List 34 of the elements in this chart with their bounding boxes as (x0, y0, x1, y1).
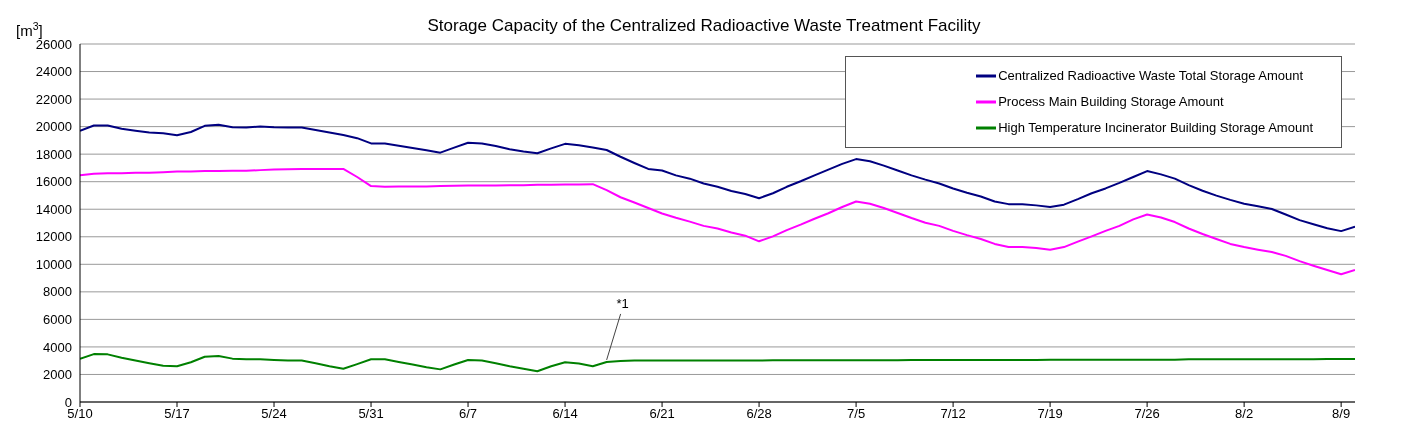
x-tick-label: 8/2 (1235, 406, 1254, 422)
x-tick-label: 7/19 (1037, 406, 1063, 422)
x-tick-label: 7/12 (940, 406, 966, 422)
y-tick-label: 2000 (43, 367, 72, 383)
x-tick-label: 6/28 (746, 406, 772, 422)
x-tick-label: 6/7 (459, 406, 478, 422)
y-tick-label: 24000 (35, 64, 72, 80)
legend-label: Process Main Building Storage Amount (998, 93, 1224, 111)
y-tick-label: 12000 (35, 229, 72, 245)
legend-label: Centralized Radioactive Waste Total Storage Amount (998, 67, 1304, 85)
y-tick-label: 20000 (35, 119, 72, 135)
x-tick-label: 7/26 (1134, 406, 1160, 422)
x-tick-label: 6/21 (649, 406, 675, 422)
y-tick-label: 4000 (43, 339, 72, 355)
annotation: *1 (616, 295, 629, 311)
y-tick-label: 8000 (43, 284, 72, 300)
x-tick-label: 5/17 (164, 406, 190, 422)
chart-title: Storage Capacity of the Centralized Radioactive Waste Treatment Facility (427, 16, 981, 35)
y-tick-label: 22000 (35, 91, 72, 107)
y-tick-label: 16000 (35, 174, 72, 190)
y-axis-title: [m$^{3}$] (16, 20, 43, 39)
x-tick-label: 5/31 (358, 406, 384, 422)
legend-label: High Temperature Incinerator Building Storage Amount (998, 119, 1313, 137)
y-tick-label: 10000 (35, 256, 72, 272)
x-tick-label: 8/9 (1332, 406, 1351, 422)
y-tick-label: 6000 (43, 312, 72, 327)
x-tick-label: 6/14 (552, 406, 578, 422)
line-series (80, 167, 1355, 276)
line-series (80, 353, 1355, 373)
y-tick-label: 18000 (35, 146, 72, 162)
y-tick-label: 14000 (35, 201, 72, 217)
line-series (80, 123, 1355, 233)
x-tick-label: 5/24 (261, 406, 287, 422)
x-tick-label: 7/5 (847, 406, 866, 422)
